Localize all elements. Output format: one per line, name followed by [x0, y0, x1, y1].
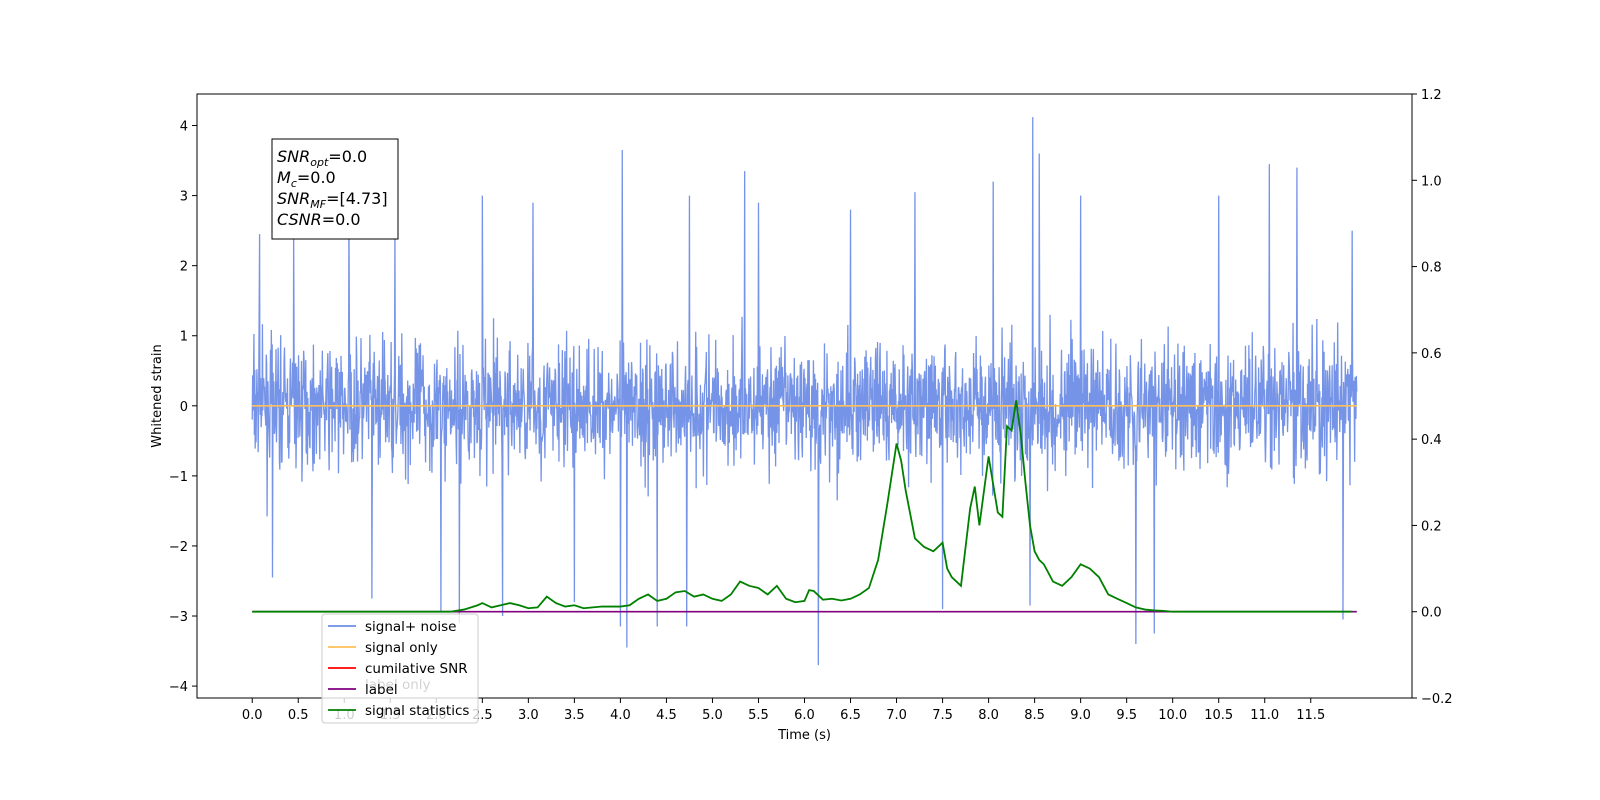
y-axis-right: 1.2 1.0 0.8 0.6 0.4 0.2 0.0 −0.2 [1412, 88, 1453, 707]
legend-label: label [365, 682, 398, 698]
y2-tick-label: 1.2 [1421, 88, 1442, 103]
x-tick-label: 9.0 [1070, 708, 1091, 723]
signal-noise-layer [251, 117, 1358, 666]
x-tick-label: 0.0 [242, 708, 263, 723]
plot-area [251, 117, 1358, 666]
y-tick-label: 0 [180, 400, 188, 415]
x-tick-label: 11.5 [1296, 708, 1325, 723]
x-tick-label: 4.0 [610, 708, 631, 723]
legend: label only signal+ noise signal only cumila… [321, 613, 479, 724]
y-tick-label: 4 [180, 120, 188, 135]
y-tick-label: −4 [169, 680, 188, 695]
info-box-line: Mc=0.0 [277, 168, 336, 190]
x-tick-label: 6.0 [794, 708, 815, 723]
y2-tick-label: 0.2 [1421, 519, 1442, 534]
y2-tick-label: 0.4 [1421, 433, 1442, 448]
x-tick-label: 8.0 [978, 708, 999, 723]
x-tick-label: 0.5 [288, 708, 309, 723]
x-tick-label: 7.5 [932, 708, 953, 723]
y-axis-label: Whitened strain [150, 344, 165, 447]
x-tick-label: 5.5 [748, 708, 769, 723]
y-tick-label: 2 [180, 260, 188, 275]
x-tick-label: 7.0 [886, 708, 907, 723]
y2-tick-label: −0.2 [1421, 692, 1453, 707]
y2-tick-label: 0.0 [1421, 606, 1442, 621]
x-axis-label: Time (s) [777, 728, 831, 743]
legend-label: signal statistics [365, 703, 469, 719]
info-box-line: CSNR=0.0 [277, 210, 361, 229]
series-lines-layer [252, 400, 1357, 613]
y2-tick-label: 0.8 [1421, 261, 1442, 276]
x-tick-label: 3.5 [564, 708, 585, 723]
x-tick-label: 3.0 [518, 708, 539, 723]
signal-noise-line [251, 117, 1358, 666]
x-tick-label: 8.5 [1024, 708, 1045, 723]
y2-tick-label: 1.0 [1421, 174, 1442, 189]
legend-ghost-text: label only [365, 677, 431, 693]
signal-statistics-line [252, 400, 1353, 613]
legend-label: signal+ noise [365, 619, 456, 635]
y-tick-label: −1 [169, 470, 188, 485]
y-axis-left: 4 3 2 1 0 −1 −2 −3 −4 [169, 120, 197, 695]
x-tick-label: 10.0 [1158, 708, 1187, 723]
info-box-line: SNRMF=[4.73] [277, 189, 388, 211]
info-box-frame [271, 138, 399, 240]
legend-label: signal only [365, 640, 438, 656]
legend-label: cumilative SNR [365, 661, 468, 677]
info-box-line: SNRopt=0.0 [277, 147, 367, 169]
legend-frame [321, 613, 479, 724]
y-tick-label: 1 [180, 330, 188, 345]
x-tick-label: 5.0 [702, 708, 723, 723]
x-tick-label: 9.5 [1116, 708, 1137, 723]
x-tick-label: 11.0 [1250, 708, 1279, 723]
x-tick-label: 10.5 [1204, 708, 1233, 723]
y-tick-label: 3 [180, 190, 188, 205]
y-tick-label: −3 [169, 610, 188, 625]
x-tick-label: 6.5 [840, 708, 861, 723]
y2-tick-label: 0.6 [1421, 347, 1442, 362]
x-tick-label: 4.5 [656, 708, 677, 723]
y-tick-label: −2 [169, 540, 188, 555]
